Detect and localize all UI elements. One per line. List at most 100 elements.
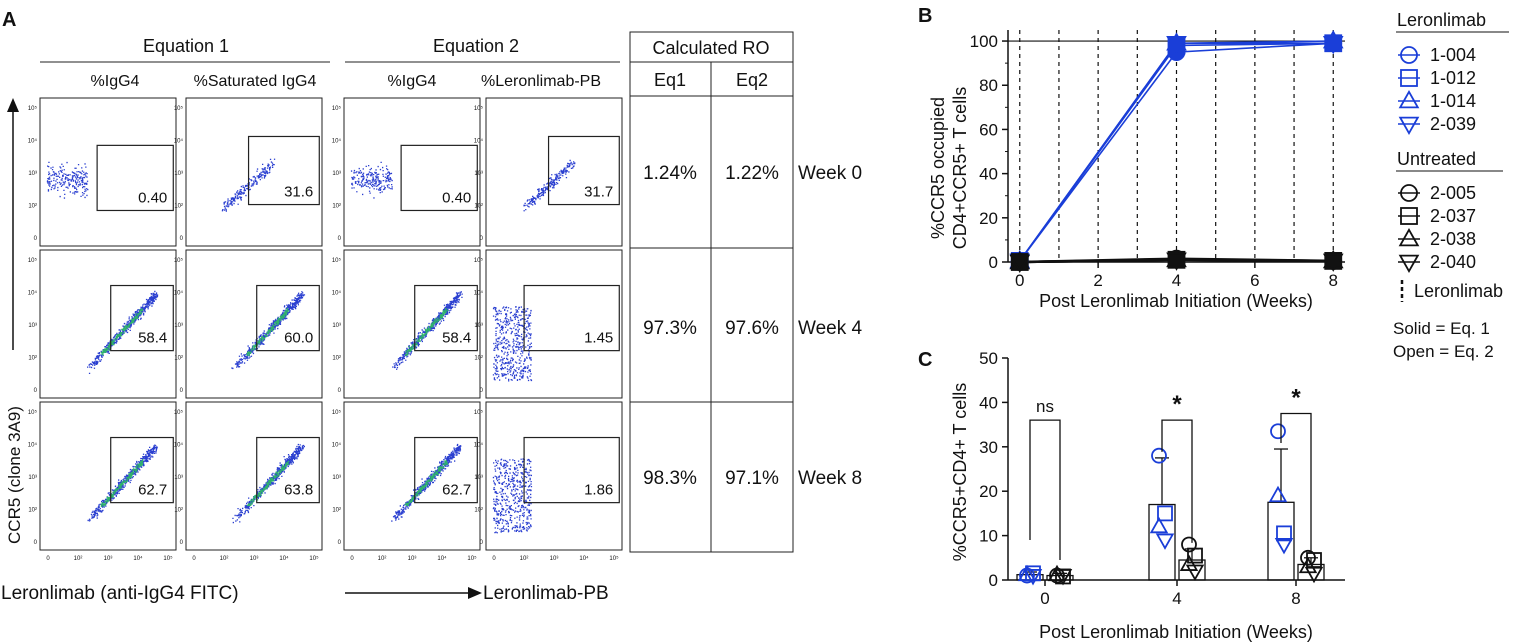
legend-marker-2-039	[1398, 116, 1420, 136]
flow-ytick: 10²	[332, 356, 341, 362]
b-line-2-005	[1019, 257, 1334, 264]
c-ytick-label: 40	[979, 393, 998, 412]
b-line-2-037	[1019, 258, 1334, 264]
b-point-2-040-w4	[1166, 252, 1187, 271]
b-point-1-014-w4	[1166, 32, 1187, 51]
c-ytick-label: 30	[979, 438, 998, 457]
panel-a-figure: A Equation 1 Equation 2 %IgG4 %Saturated…	[1, 9, 863, 604]
flow-plot-r1-c1	[185, 249, 323, 399]
ro-week4-eq1: 97.3%	[643, 318, 697, 339]
c-bar-untreated-w0	[1046, 574, 1074, 581]
c-xtick-label: 0	[1040, 589, 1049, 608]
b-point-1-004-w8	[1324, 34, 1343, 53]
flow-ytick: 10³	[332, 323, 341, 329]
gate-r2-c2	[414, 436, 478, 504]
x-axis-label-leronlimab-pb: Leronlimab-PB	[483, 583, 609, 604]
c-point-treated-w0-0	[1019, 567, 1035, 584]
flow-ytick: 10³	[332, 171, 341, 177]
flow-xtick: 10⁵	[609, 555, 619, 562]
legend-untreated-title: Untreated	[1397, 149, 1476, 169]
b-line-1-004	[1019, 42, 1334, 262]
c-point-treated-w0-3	[1023, 569, 1043, 586]
flow-ytick: 10⁴	[474, 290, 484, 297]
flow-ytick: 10⁴	[332, 290, 342, 297]
legend-solid-note: Solid = Eq. 1	[1393, 319, 1490, 338]
col-label-igg4-eq2: %IgG4	[388, 73, 437, 90]
c-bar-treated-w4	[1148, 503, 1176, 581]
b-ylabel-line2: CD4+CCR5+ T cells	[950, 87, 970, 249]
flow-ytick: 10⁴	[474, 138, 484, 145]
flow-xtick: 10³	[104, 556, 113, 562]
flow-xtick: 10³	[408, 556, 417, 562]
flow-events-dense-r1-c2	[404, 308, 449, 357]
b-point-2-037-w4	[1167, 250, 1186, 269]
c-point-untreated-w0-3	[1053, 569, 1073, 586]
gate-value-r0-c1: 31.6	[284, 184, 313, 201]
c-point-untreated-w4-0	[1181, 536, 1197, 553]
flow-ytick: 10²	[474, 356, 483, 362]
c-point-untreated-w0-1	[1055, 568, 1071, 585]
equation-2-header: Equation 2	[433, 36, 519, 56]
flow-xtick: 0	[492, 556, 496, 562]
ro-week8-eq1: 98.3%	[643, 468, 697, 489]
flow-ytick: 0	[180, 388, 184, 394]
flow-ytick: 10²	[474, 204, 483, 210]
flow-xtick: 10⁴	[133, 555, 143, 562]
week0-label: Week 0	[798, 163, 862, 184]
b-point-1-014-w8	[1322, 30, 1344, 49]
flow-events-r0-c2	[350, 161, 393, 199]
flow-xtick: 10³	[550, 556, 559, 562]
flow-ytick: 0	[338, 236, 342, 242]
c-sig-label-w8: *	[1291, 385, 1301, 412]
b-ylabel-line1: %CCR5 occupied	[928, 97, 948, 239]
b-point-1-012-w8	[1324, 34, 1343, 53]
flow-ytick: 10⁵	[332, 409, 342, 416]
c-point-untreated-w8-0	[1300, 549, 1316, 566]
legend-marker-1-014	[1398, 89, 1420, 109]
flow-ytick: 10³	[28, 475, 37, 481]
c-ytick-label: 50	[979, 349, 998, 368]
b-point-2-039-w8	[1322, 35, 1344, 55]
flow-events-r1-c3	[492, 306, 533, 382]
legend-label-1-014: 1-014	[1430, 91, 1476, 111]
b-point-1-004-w4	[1167, 43, 1186, 61]
c-sig-bracket-w0	[1029, 419, 1061, 560]
flow-ytick: 0	[180, 540, 184, 546]
flow-ytick: 10⁵	[332, 105, 342, 112]
gate-r2-c1	[256, 436, 320, 504]
b-point-2-039-w0	[1009, 253, 1031, 272]
ro-week8-eq2: 97.1%	[725, 468, 779, 489]
c-point-untreated-w4-2	[1179, 554, 1199, 571]
legend-dashed-label: Leronlimab	[1414, 281, 1503, 301]
b-point-1-012-w0	[1010, 251, 1029, 270]
c-point-treated-w8-2	[1268, 485, 1288, 503]
b-point-1-004-w0	[1010, 251, 1029, 270]
flow-ytick: 10⁵	[474, 409, 484, 416]
flow-plot-r2-c1	[185, 401, 323, 551]
flow-plot-r1-c2	[343, 249, 481, 399]
flow-events-r2-c3	[492, 458, 533, 534]
c-bar-treated-w8	[1267, 501, 1295, 581]
flow-ytick: 10³	[332, 475, 341, 481]
gate-value-r2-c2: 62.7	[442, 482, 471, 499]
c-ytick-label: 10	[979, 527, 998, 546]
legend-label-2-040: 2-040	[1430, 252, 1476, 272]
c-point-treated-w0-1	[1025, 565, 1041, 582]
b-point-2-005-w8	[1324, 251, 1343, 270]
flow-ytick: 10²	[174, 508, 183, 514]
b-line-1-014	[1019, 40, 1334, 262]
flow-ytick: 10²	[28, 356, 37, 362]
c-sig-label-w4: *	[1172, 391, 1182, 418]
c-point-untreated-w8-3	[1304, 566, 1324, 584]
c-point-treated-w8-0	[1270, 423, 1286, 440]
b-point-2-038-w8	[1322, 249, 1344, 269]
flow-plot-r1-c0	[39, 249, 177, 399]
b-line-2-039	[1019, 42, 1334, 262]
legend-label-1-012: 1-012	[1430, 68, 1476, 88]
gate-r0-c2	[400, 144, 478, 212]
gate-value-r2-c0: 62.7	[138, 482, 167, 499]
flow-ytick: 0	[34, 388, 38, 394]
b-point-2-037-w0	[1010, 253, 1029, 271]
c-point-untreated-w4-1	[1187, 547, 1203, 564]
flow-ytick: 10³	[174, 323, 183, 329]
